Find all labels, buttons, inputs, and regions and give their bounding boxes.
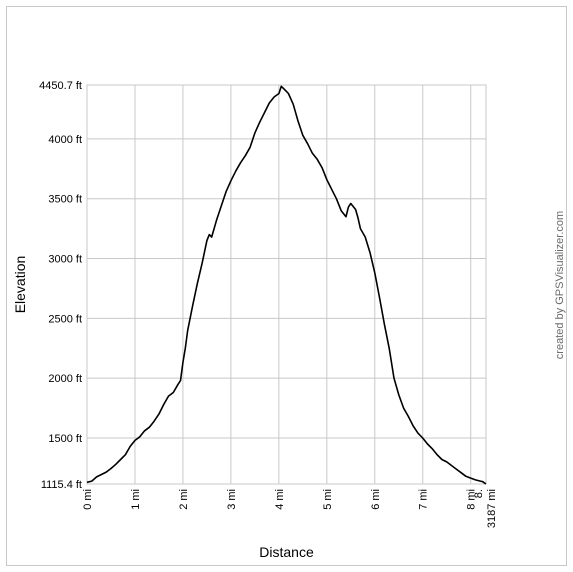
y-tick-label: 3000 ft [48,254,82,266]
x-axis: 0 mi 1 mi 2 mi 3 mi 4 mi 5 mi 6 mi 7 mi 8 mi8. 31… [82,489,498,528]
x-tick-label: 6 mi [370,489,382,510]
x-tick-label: 8 mi [466,489,478,510]
y-tick-label: 1115.4 ft [41,479,82,491]
x-tick-label: 2 mi [178,489,190,510]
credit-text: created by GPSVisualizer.com [554,211,566,359]
plot-area [86,84,487,485]
x-tick-label: 4 mi [274,489,286,510]
y-tick-label: 1500 ft [48,433,82,445]
x-tick-label: 0 mi [82,489,94,510]
elevation-profile-line [86,85,487,485]
y-axis: 1115.4 ft 1500 ft 2000 ft 2500 ft 3000 ft 350… [39,80,82,491]
y-tick-label: 4000 ft [48,134,82,146]
y-tick-label: 4450.7 ft [39,80,82,92]
x-tick-label: 3 mi [226,489,238,510]
x-tick-label: 3187 mi [486,489,498,528]
x-tick-label: 7 mi [418,489,430,510]
grid [86,84,487,485]
x-tick-label: 5 mi [322,489,334,510]
y-tick-label: 2500 ft [48,313,82,325]
x-axis-title: Distance [259,544,314,560]
x-tick-label: 8. [473,489,485,498]
chart-frame [6,6,567,566]
y-tick-label: 3500 ft [48,194,82,206]
x-tick-label: 1 mi [130,489,142,510]
y-tick-label: 2000 ft [48,373,82,385]
y-axis-title: Elevation [12,256,28,314]
